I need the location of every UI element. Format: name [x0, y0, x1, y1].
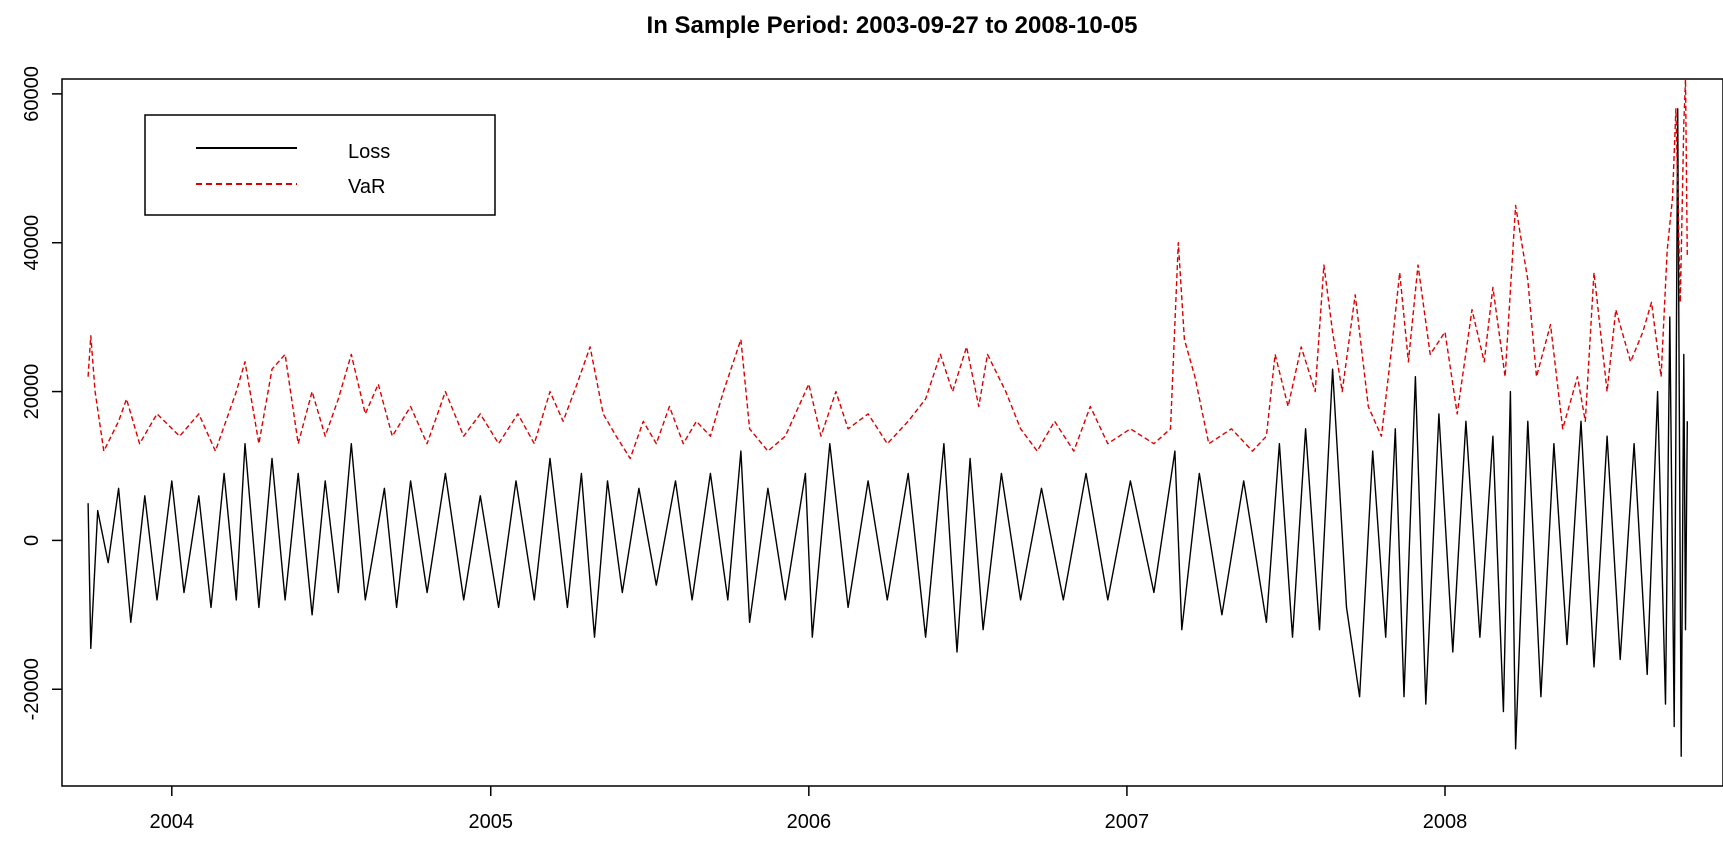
y-tick-label: 40000 [21, 215, 43, 271]
legend-box [144, 114, 496, 216]
series-line-loss [87, 108, 1688, 757]
x-tick-label: 2006 [787, 811, 832, 833]
axes: -20000 0 20000 40000 60000 2004 2005 2006 2007 20… [21, 66, 1467, 833]
y-tick-label: 0 [21, 535, 43, 546]
legend: Loss VaR [144, 114, 496, 216]
x-tick-label: 2005 [469, 811, 514, 833]
series-layer [87, 78, 1688, 757]
x-tick-label: 2007 [1105, 811, 1150, 833]
x-tick-label: 2004 [150, 811, 195, 833]
x-tick-label: 2008 [1423, 811, 1468, 833]
legend-label-loss: Loss [348, 141, 390, 163]
y-tick-label: 20000 [21, 364, 43, 420]
chart-title: In Sample Period: 2003-09-27 to 2008-10-… [647, 12, 1138, 39]
plot-frame [61, 78, 1723, 787]
y-tick-label: -20000 [21, 658, 43, 720]
series-line-var [87, 78, 1688, 460]
legend-label-var: VaR [348, 176, 385, 198]
y-tick-label: 60000 [21, 66, 43, 122]
